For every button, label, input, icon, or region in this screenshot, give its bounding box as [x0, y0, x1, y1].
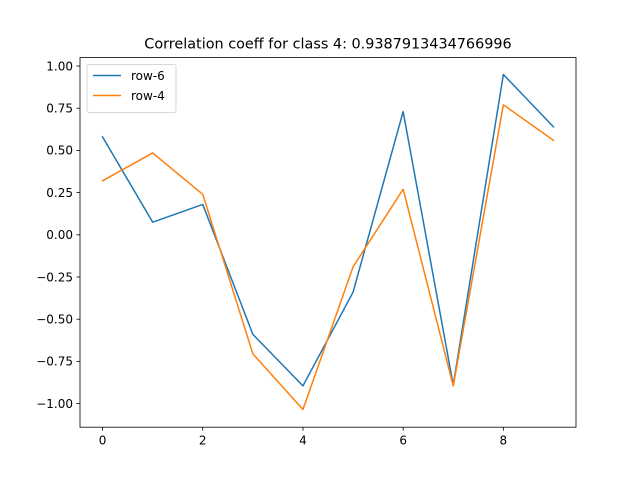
- x-tick-label: 6: [399, 434, 407, 448]
- x-axis: 0 2 4 6 8: [99, 427, 507, 448]
- plot-frame: [79, 57, 577, 428]
- legend: row-6 row-4: [86, 64, 177, 113]
- legend-label: row-6: [131, 69, 165, 83]
- chart-title: Correlation coeff for class 4: 0.9387913…: [144, 37, 511, 53]
- y-tick-label: 0.25: [46, 186, 73, 200]
- series-line-row-4: [101, 104, 555, 411]
- y-tick-label: 0.75: [46, 102, 73, 116]
- y-tick-label: 0.00: [46, 228, 73, 242]
- y-tick-label: −0.75: [36, 355, 73, 369]
- x-tick-label: 8: [500, 434, 508, 448]
- y-tick-label: −0.25: [36, 270, 73, 284]
- x-tick-label: 2: [199, 434, 207, 448]
- series-layer: [101, 73, 555, 411]
- y-tick-label: −1.00: [36, 397, 73, 411]
- y-tick-label: 1.00: [46, 59, 73, 73]
- legend-label: row-4: [131, 89, 165, 103]
- y-axis: −1.00 −0.75 −0.50 −0.25 0.00 0.25 0.50 0.75 1.00: [36, 59, 80, 411]
- x-tick-label: 4: [299, 434, 307, 448]
- legend-box: [86, 64, 177, 113]
- x-tick-label: 0: [99, 434, 107, 448]
- y-tick-label: −0.50: [36, 312, 73, 326]
- y-tick-label: 0.50: [46, 144, 73, 158]
